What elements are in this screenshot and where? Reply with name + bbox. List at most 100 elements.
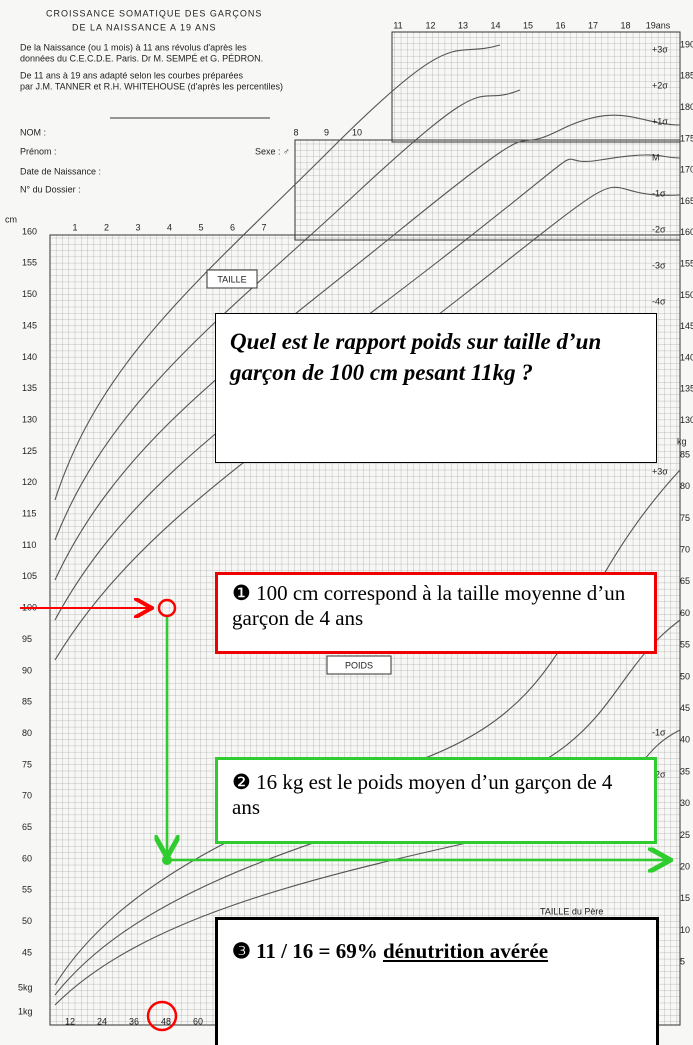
- note: De 11 ans à 19 ans adapté selon les cour…: [20, 70, 243, 80]
- grid: [49, 31, 681, 1026]
- age-label: 16: [555, 20, 565, 30]
- tick-label: 80: [680, 481, 690, 491]
- step-box: ❶ 100 cm correspond à la taille moyenne …: [215, 572, 657, 654]
- tick-label: 60: [680, 608, 690, 618]
- tick-label: 160: [22, 226, 37, 236]
- tick-label: 135: [680, 384, 693, 394]
- tick-label: 75: [680, 513, 690, 523]
- tick-label: 110: [22, 540, 36, 550]
- tick-label: 140: [22, 352, 37, 362]
- age-label: 6: [230, 222, 235, 232]
- age-label: 11: [393, 20, 402, 30]
- month-label: 24: [97, 1016, 107, 1026]
- sigma-label: -4σ: [652, 296, 666, 306]
- tick-label: 70: [22, 791, 32, 801]
- tick-label: 80: [22, 728, 32, 738]
- tick-label: 45: [680, 703, 690, 713]
- tick-label: 1kg: [18, 1006, 33, 1016]
- tick-label: 130: [22, 414, 37, 424]
- tick-label: 75: [22, 759, 32, 769]
- tick-label: 155: [22, 258, 37, 268]
- tick-label: 90: [22, 665, 32, 675]
- title: DE LA NAISSANCE A 19 ANS: [72, 22, 217, 32]
- tick-label: 125: [22, 446, 37, 456]
- axis-labels: CROISSANCE SOMATIQUE DES GARÇONS DE LA NA…: [5, 8, 693, 1026]
- tick-label: 180: [680, 102, 693, 112]
- sigma-label: -1σ: [652, 188, 666, 198]
- age-label: 10: [352, 127, 362, 137]
- age-label: 5: [198, 222, 203, 232]
- age-label: 12: [425, 20, 435, 30]
- sigma-label: +1σ: [652, 116, 668, 126]
- tick-label: 165: [680, 196, 693, 206]
- title: CROISSANCE SOMATIQUE DES GARÇONS: [46, 8, 262, 18]
- tick-label: 135: [22, 383, 37, 393]
- tick-label: 35: [680, 766, 690, 776]
- age-label: 13: [458, 20, 468, 30]
- form-field: N° du Dossier :: [20, 184, 81, 194]
- tick-label: 30: [680, 798, 690, 808]
- result: ❸ 11 / 16 = 69%: [232, 939, 383, 963]
- age-label: 2: [104, 222, 109, 232]
- note: par J.M. TANNER et R.H. WHITEHOUSE (d'ap…: [20, 81, 283, 91]
- form-field: NOM :: [20, 127, 46, 137]
- sigma-label: -1σ: [652, 727, 666, 737]
- tick-label: 50: [22, 916, 32, 926]
- tick-label: 130: [680, 415, 693, 425]
- tick-label: 150: [22, 289, 37, 299]
- sigma-label: +2σ: [652, 80, 668, 90]
- verdict: dénutrition avérée: [382, 939, 549, 963]
- tick-label: 20: [680, 861, 690, 871]
- marker-circle: [146, 1000, 178, 1032]
- tick-label: 160: [680, 227, 693, 237]
- tick-label: 60: [22, 853, 32, 863]
- tick-label: 45: [22, 947, 32, 957]
- tick-label: 145: [22, 320, 37, 330]
- unit-label: kg: [677, 436, 687, 446]
- sigma-label: -2σ: [652, 769, 666, 779]
- result-box: ❸ 11 / 16 = 69% dénutrition avérée: [215, 917, 659, 1045]
- form-field: Prénom :: [20, 146, 57, 156]
- age-label: 14: [490, 20, 500, 30]
- tick-label: 25: [680, 830, 690, 840]
- sigma-label: M: [652, 152, 660, 162]
- note: De la Naissance (ou 1 mois) à 11 ans rév…: [20, 42, 247, 52]
- tick-label: 190: [680, 39, 693, 49]
- tick-label: 120: [22, 477, 37, 487]
- tick-label: 85: [22, 697, 32, 707]
- age-label: 19ans: [646, 20, 671, 30]
- month-label: 48: [161, 1016, 171, 1026]
- age-label: 3: [135, 222, 140, 232]
- step-box: ❷ 16 kg est le poids moyen d’un garçon d…: [215, 757, 657, 844]
- age-label: 18: [620, 20, 630, 30]
- tick-label: 85: [680, 449, 690, 459]
- tick-label: 65: [22, 822, 32, 832]
- age-label: 7: [261, 222, 266, 232]
- month-label: 60: [193, 1016, 203, 1026]
- age-label: 1: [72, 222, 77, 232]
- form-field: Date de Naissance :: [20, 166, 101, 176]
- sigma-label: +3σ: [652, 44, 668, 54]
- age-label: 15: [523, 20, 533, 30]
- month-label: 12: [65, 1016, 75, 1026]
- tick-label: 55: [22, 885, 32, 895]
- question-box: Quel est le rapport poids sur taille d’u…: [215, 313, 657, 463]
- section-label: POIDS: [345, 660, 373, 670]
- tick-label: 95: [22, 634, 32, 644]
- tick-label: 185: [680, 71, 693, 81]
- tick-label: 150: [680, 290, 693, 300]
- section-label: TAILLE: [217, 274, 246, 284]
- tick-label: 145: [680, 321, 693, 331]
- tick-label: 15: [680, 893, 690, 903]
- tick-label: 55: [680, 640, 690, 650]
- month-label: 36: [129, 1016, 139, 1026]
- marker-circle: [157, 598, 177, 618]
- age-label: 8: [293, 127, 298, 137]
- section-label: TAILLE du Père: [540, 906, 603, 916]
- tick-label: 5kg: [18, 982, 33, 992]
- tick-label: 70: [680, 544, 690, 554]
- form-field: Sexe : ♂: [255, 146, 290, 156]
- tick-label: 40: [680, 735, 690, 745]
